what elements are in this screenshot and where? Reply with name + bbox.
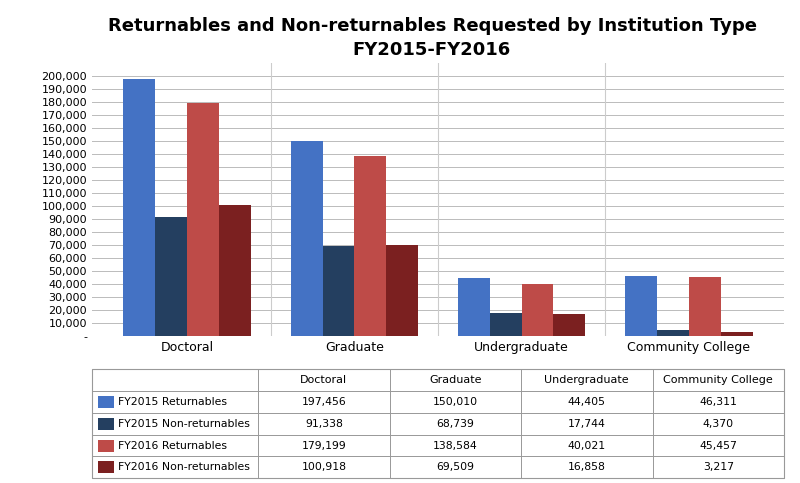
Text: 4,370: 4,370	[702, 419, 734, 429]
Text: FY2016 Non-returnables: FY2016 Non-returnables	[118, 462, 250, 472]
Bar	[721, 331, 753, 336]
Bar	[626, 275, 657, 336]
Text: FY2015-FY2016: FY2015-FY2016	[353, 41, 511, 59]
Text: 17,744: 17,744	[568, 419, 606, 429]
Bar	[657, 330, 689, 336]
Bar	[123, 79, 155, 336]
Bar	[187, 103, 219, 336]
Bar	[554, 314, 586, 336]
Bar	[689, 277, 721, 336]
Text: 69,509: 69,509	[436, 462, 474, 472]
Text: 91,338: 91,338	[305, 419, 342, 429]
Text: 68,739: 68,739	[436, 419, 474, 429]
Text: 45,457: 45,457	[699, 440, 737, 451]
Text: 46,311: 46,311	[699, 397, 737, 407]
Bar	[458, 278, 490, 336]
Text: 16,858: 16,858	[568, 462, 606, 472]
Bar	[386, 245, 418, 336]
Text: FY2016 Returnables: FY2016 Returnables	[118, 440, 227, 451]
Bar	[522, 284, 554, 336]
Bar	[290, 141, 322, 336]
Bar	[322, 246, 354, 336]
Bar	[354, 156, 386, 336]
Text: Undergraduate: Undergraduate	[545, 375, 629, 385]
Text: FY2015 Non-returnables: FY2015 Non-returnables	[118, 419, 250, 429]
Text: Community College: Community College	[663, 375, 773, 385]
Text: 3,217: 3,217	[702, 462, 734, 472]
Text: Returnables and Non-returnables Requested by Institution Type: Returnables and Non-returnables Requeste…	[107, 17, 757, 35]
Text: Graduate: Graduate	[429, 375, 482, 385]
Bar	[219, 204, 250, 336]
Text: 44,405: 44,405	[568, 397, 606, 407]
Text: 179,199: 179,199	[302, 440, 346, 451]
Text: 150,010: 150,010	[433, 397, 478, 407]
Text: 138,584: 138,584	[433, 440, 478, 451]
Text: 40,021: 40,021	[568, 440, 606, 451]
Text: 197,456: 197,456	[302, 397, 346, 407]
Text: 100,918: 100,918	[302, 462, 346, 472]
Bar	[155, 217, 187, 336]
Text: Doctoral: Doctoral	[300, 375, 347, 385]
Bar	[490, 313, 522, 336]
Text: FY2015 Returnables: FY2015 Returnables	[118, 397, 227, 407]
